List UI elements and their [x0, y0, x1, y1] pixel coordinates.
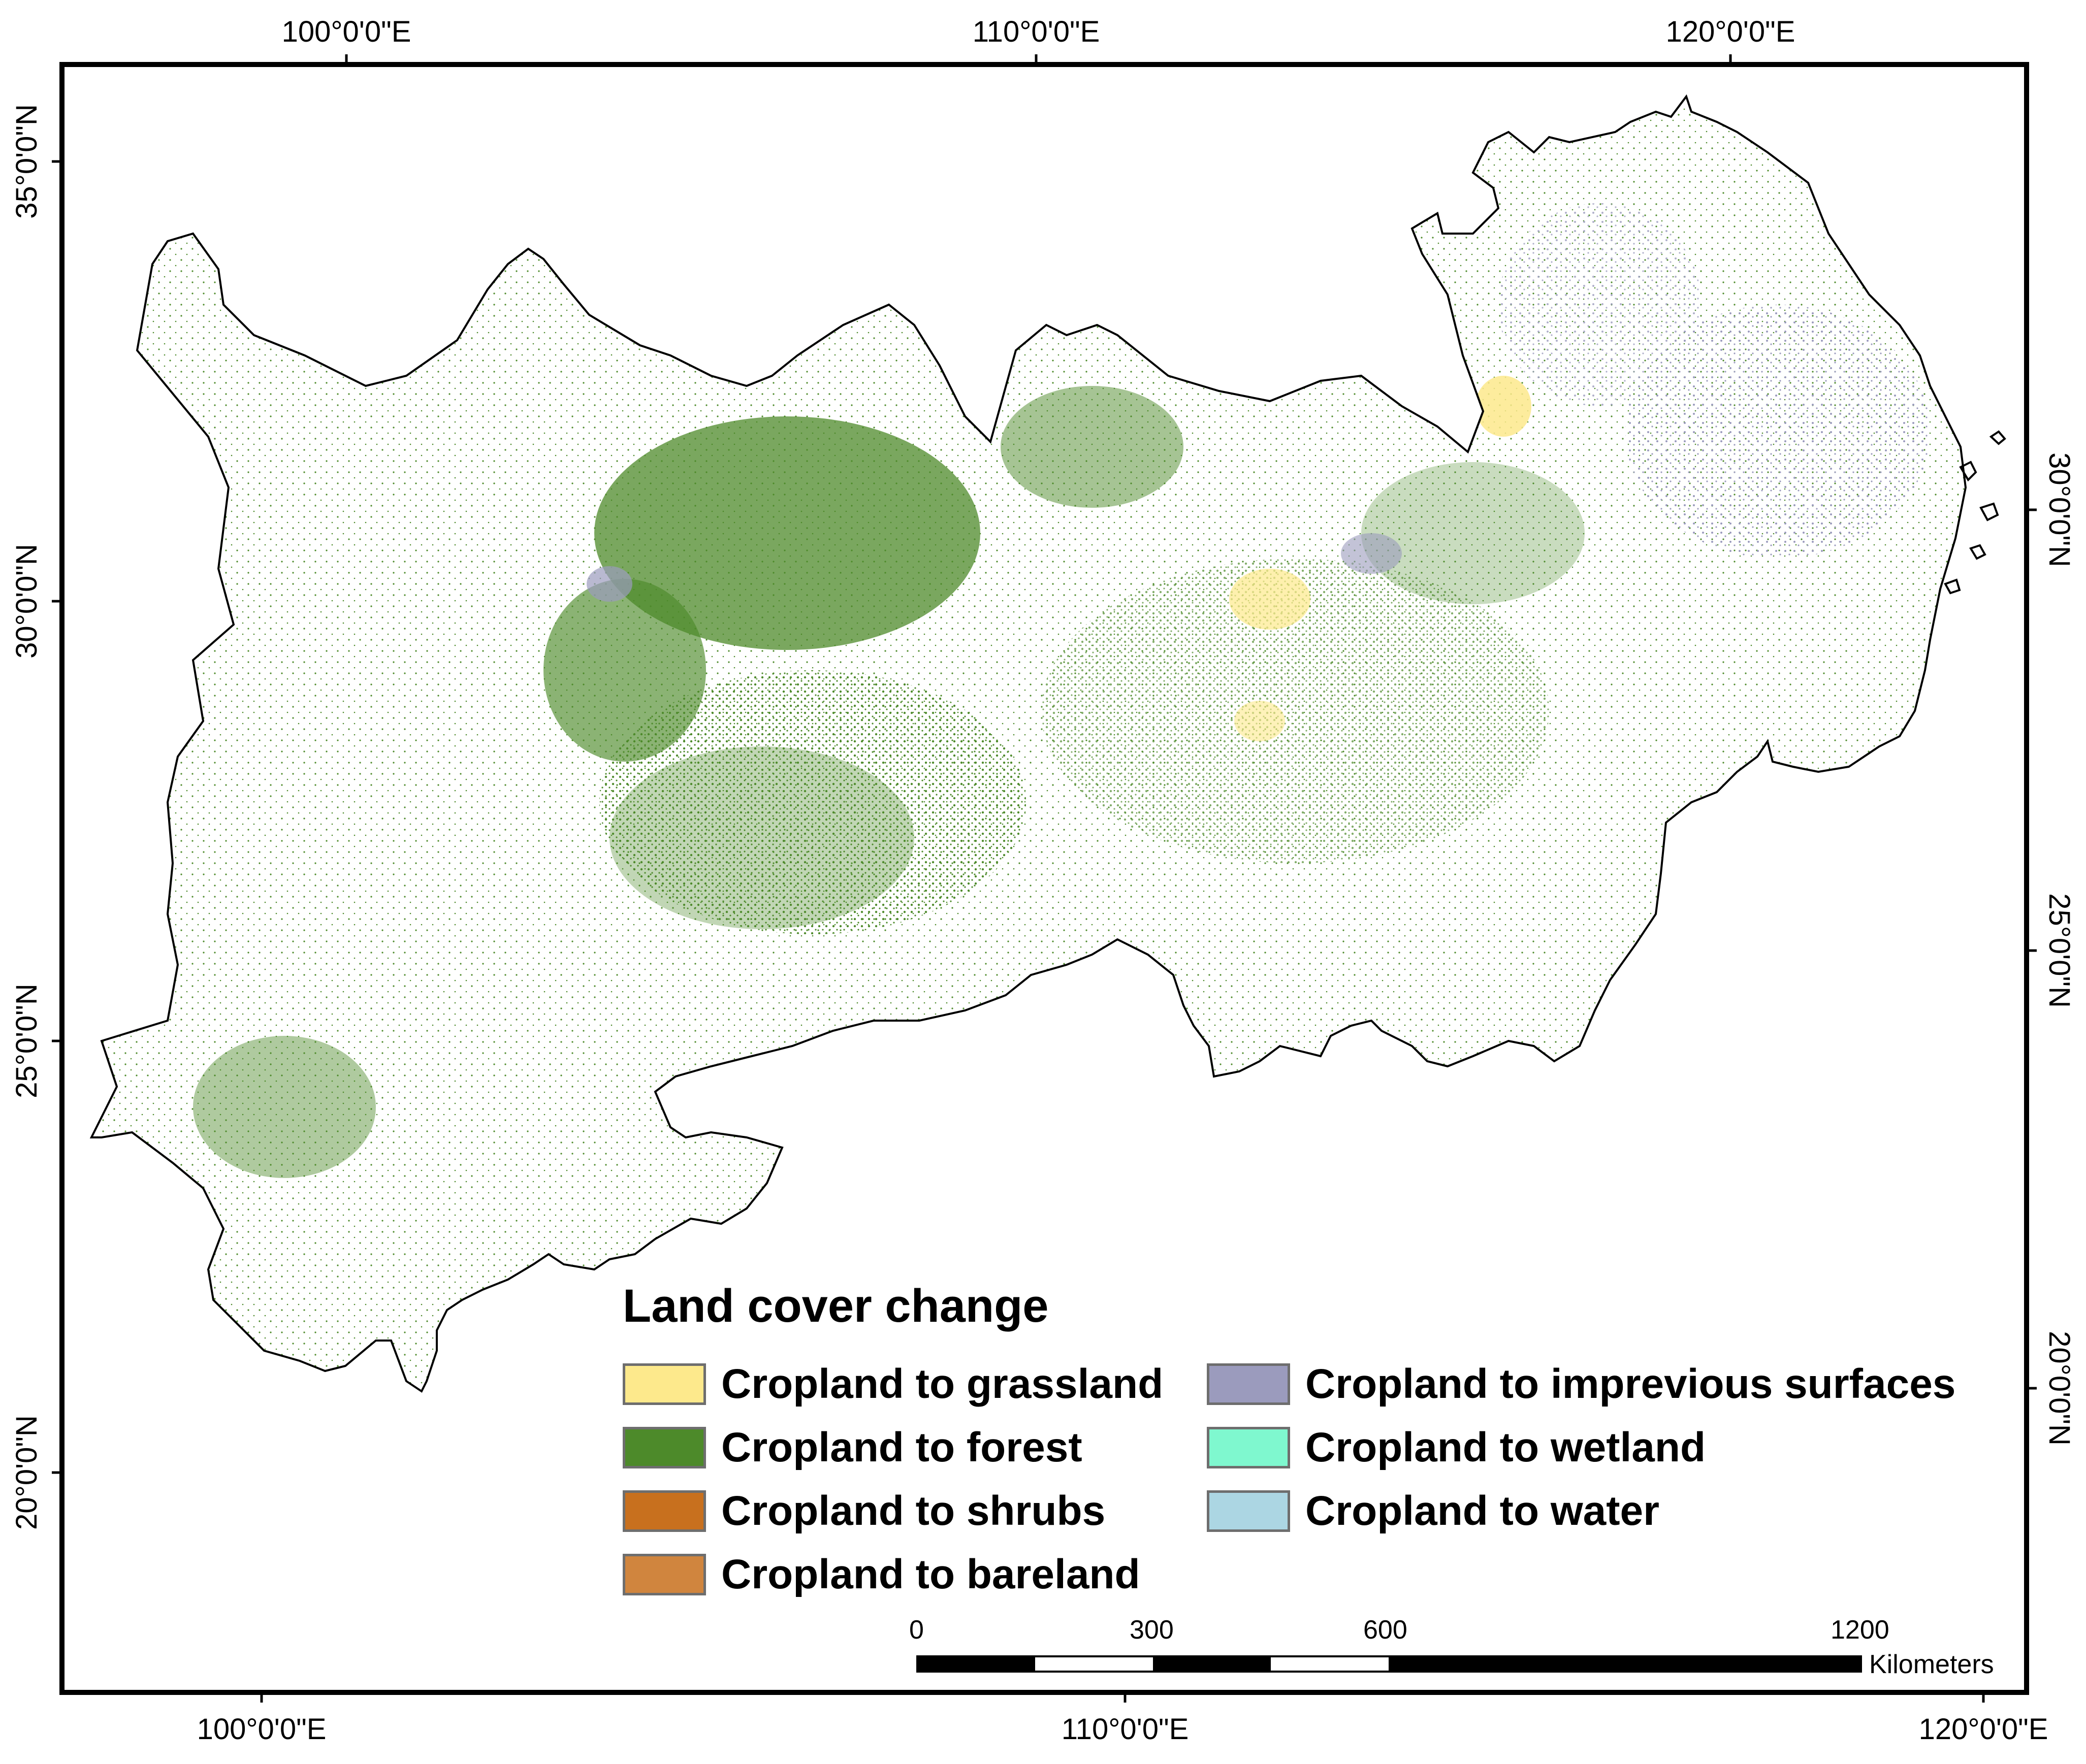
right-axis-label-25n: 25°0'0"N — [2043, 893, 2076, 1008]
impervious-change-north-plain — [1498, 203, 1702, 406]
left-axis-label-20n: 20°0'0"N — [10, 1415, 43, 1530]
legend-item-water: Cropland to water — [1207, 1488, 1659, 1534]
scale-tick-300: 300 — [1130, 1615, 1174, 1645]
impervious-change-wuhan — [1341, 533, 1402, 574]
legend-item-shrubs: Cropland to shrubs — [623, 1488, 1105, 1534]
top-axis-label-120e: 120°0'0"E — [1666, 15, 1795, 48]
legend-label-forest: Cropland to forest — [721, 1424, 1082, 1471]
forest-change-dense-north — [594, 416, 980, 650]
forest-change-qinling — [1001, 386, 1183, 508]
grassland-change-south — [1234, 701, 1285, 741]
legend-label-bareland: Cropland to bareland — [721, 1551, 1140, 1597]
legend-label-grassland: Cropland to grassland — [721, 1361, 1164, 1407]
legend-label-impervious: Cropland to imprevious surfaces — [1305, 1361, 1956, 1407]
legend-label-shrubs: Cropland to shrubs — [721, 1488, 1106, 1534]
forest-change-southwest — [193, 1036, 376, 1178]
impervious-change-chengdu — [587, 566, 632, 602]
legend-swatch-water — [1207, 1490, 1290, 1532]
legend-swatch-wetland — [1207, 1427, 1290, 1468]
axis-ticks — [52, 54, 2037, 1703]
coastal-islands — [1944, 430, 2006, 595]
right-axis-label-20n: 20°0'0"N — [2043, 1331, 2076, 1446]
top-axis-label-110e: 110°0'0"E — [973, 15, 1100, 48]
legend-swatch-impervious — [1207, 1363, 1290, 1405]
legend-title: Land cover change — [623, 1280, 1049, 1332]
bottom-axis-label-120e: 120°0'0"E — [1919, 1713, 2048, 1746]
legend-swatch-forest — [623, 1427, 706, 1468]
scale-unit: Kilometers — [1869, 1650, 1994, 1679]
bottom-axis-label-100e: 100°0'0"E — [197, 1713, 327, 1746]
right-axis-label-30n: 30°0'0"N — [2043, 452, 2076, 567]
forest-change-central — [599, 670, 1026, 934]
legend-label-water: Cropland to water — [1305, 1488, 1660, 1534]
scale-tick-1200: 1200 — [1831, 1615, 1889, 1645]
legend-item-impervious: Cropland to imprevious surfaces — [1207, 1361, 1955, 1408]
legend-swatch-shrubs — [623, 1490, 706, 1532]
legend-item-wetland: Cropland to wetland — [1207, 1424, 1706, 1471]
left-axis-label-30n: 30°0'0"N — [10, 544, 43, 659]
left-axis-label-25n: 25°0'0"N — [10, 984, 43, 1098]
left-axis-label-35n: 35°0'0"N — [10, 104, 43, 219]
forest-change-central-dense — [609, 746, 914, 929]
forest-change-dabie — [1361, 462, 1585, 604]
grassland-change-north — [1475, 376, 1531, 437]
scale-tick-600: 600 — [1363, 1615, 1407, 1645]
legend-swatch-grassland — [623, 1363, 706, 1405]
forest-change-east — [1041, 559, 1549, 863]
scale-tick-0: 0 — [909, 1615, 924, 1645]
bottom-axis-label-110e: 110°0'0"E — [1062, 1713, 1189, 1746]
grassland-change-central — [1229, 569, 1310, 630]
legend-item-grassland: Cropland to grassland — [623, 1361, 1163, 1408]
legend-item-bareland: Cropland to bareland — [623, 1551, 1140, 1598]
top-axis-label-100e: 100°0'0"E — [282, 15, 411, 48]
impervious-change-yangtze-delta — [1625, 305, 1930, 559]
legend-swatch-bareland — [623, 1554, 706, 1595]
legend-item-forest: Cropland to forest — [623, 1424, 1082, 1471]
scale-bar — [916, 1655, 1862, 1673]
legend-label-wetland: Cropland to wetland — [1305, 1424, 1706, 1471]
